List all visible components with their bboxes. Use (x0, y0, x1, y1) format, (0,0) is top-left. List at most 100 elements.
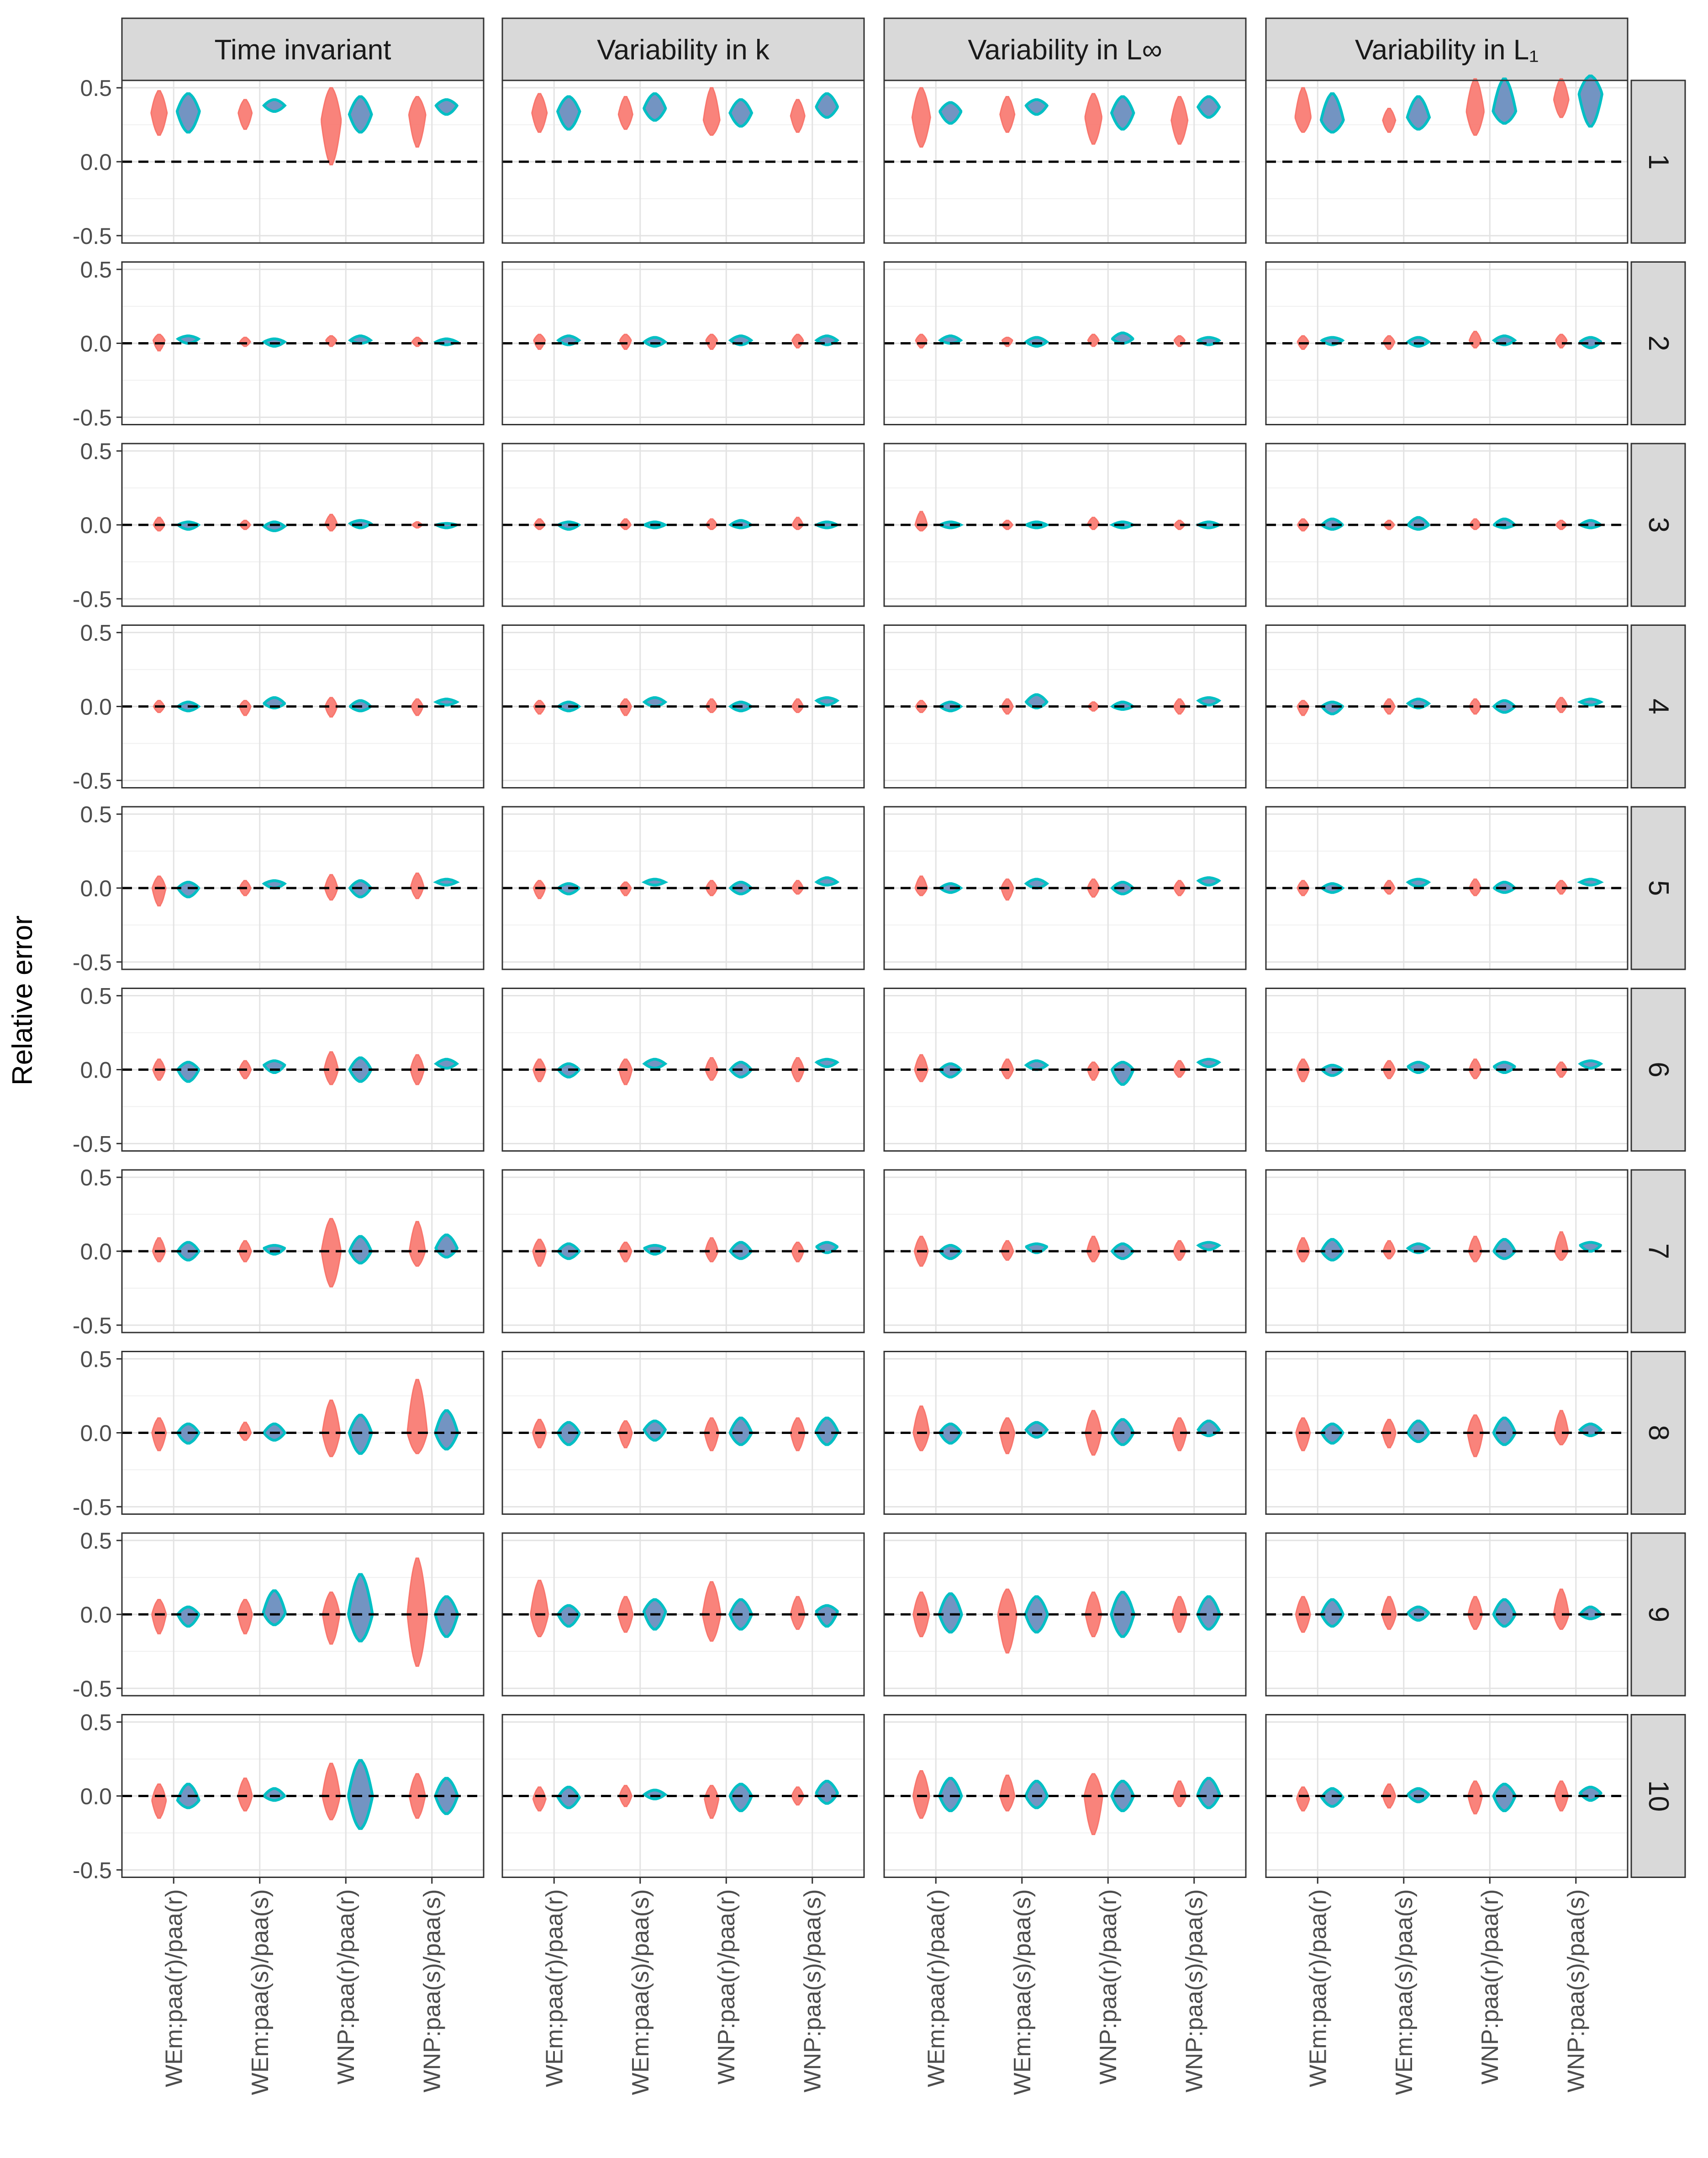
column-strip-label: Variability in L∞ (968, 34, 1162, 66)
row-strip (1630, 806, 1686, 970)
violin-red (1086, 1061, 1100, 1081)
violin-red (705, 1057, 719, 1081)
column-strip (1265, 17, 1629, 81)
violin-red (791, 698, 804, 713)
column-strip-label: Time invariant (214, 34, 391, 66)
y-tick-label: 0.5 (80, 620, 112, 646)
violin-red (324, 513, 338, 532)
violin-red (791, 1242, 805, 1263)
row-strip-label: 3 (1643, 517, 1674, 533)
y-axis-title: Relative error (7, 915, 38, 1085)
violin-red (237, 1599, 253, 1634)
violin-teal (262, 520, 287, 532)
panel-border (501, 261, 865, 425)
panel (501, 261, 865, 425)
violin-teal (642, 696, 668, 708)
row-strip-label: 4 (1643, 698, 1674, 714)
violin-teal (1577, 878, 1604, 887)
violin-red (705, 333, 718, 350)
y-tick-label: 0.0 (80, 331, 112, 357)
violin-teal (1577, 74, 1603, 128)
violin-red (914, 875, 928, 896)
violin-red (912, 1770, 930, 1819)
violin-teal (347, 1759, 374, 1830)
panel-border (501, 624, 865, 788)
x-tick-label: WNP:paa(r)/paa(r) (713, 1889, 740, 2085)
violin-red (997, 1588, 1017, 1654)
violin-teal (1492, 1782, 1517, 1812)
violin-red (1467, 1596, 1483, 1630)
row-strip-label: 6 (1643, 1062, 1674, 1077)
violin-teal (815, 1780, 839, 1805)
violin-teal (1320, 1787, 1345, 1808)
panel (883, 1351, 1247, 1515)
violin-red (1554, 1780, 1569, 1812)
panel (883, 1714, 1247, 1878)
column-strip (121, 17, 485, 81)
panel-border (1265, 261, 1629, 425)
violin-teal (1110, 95, 1135, 131)
violin-teal (434, 1595, 459, 1638)
y-tick-label: 0.5 (80, 1165, 112, 1190)
violin-red (151, 1417, 167, 1451)
panel (1265, 1532, 1629, 1697)
violin-red (1467, 1780, 1483, 1814)
panel (121, 1714, 485, 1878)
violin-teal (1578, 1059, 1603, 1070)
violin-red (791, 1786, 805, 1806)
y-tick-label: 0.0 (80, 1239, 112, 1264)
violin-teal (348, 95, 373, 134)
panel-border (501, 443, 865, 607)
violin-red (618, 1420, 633, 1449)
violin-teal (1579, 336, 1602, 349)
y-tick-label: 0.5 (80, 1347, 112, 1372)
violin-teal (1196, 1058, 1222, 1068)
violin-teal (1406, 95, 1431, 131)
y-tick-label: 0.0 (80, 149, 112, 175)
row-strip (1630, 261, 1686, 425)
panel-border (883, 988, 1247, 1152)
violin-red (1555, 519, 1567, 530)
panel-border (883, 79, 1247, 244)
violin-red (1001, 878, 1014, 901)
violin-red (324, 697, 338, 718)
violin-red (321, 87, 342, 165)
panel-border (121, 1714, 485, 1878)
violin-teal (434, 1777, 459, 1815)
violin-red (1173, 1060, 1186, 1078)
violin-red (1173, 519, 1186, 530)
panel (1265, 1351, 1629, 1515)
violin-teal (643, 1244, 666, 1256)
violin-red (411, 698, 424, 716)
x-tick-label: WNP:paa(r)/paa(r) (1477, 1889, 1503, 2085)
violin-red (1295, 1417, 1311, 1451)
violin-red (701, 1581, 722, 1642)
violin-teal (176, 1605, 200, 1628)
violin-teal (1407, 1061, 1430, 1074)
panel-border (1265, 806, 1629, 970)
violin-teal (1493, 1061, 1516, 1074)
violin-red (911, 87, 931, 148)
x-tick-label: WEm:paa(s)/paa(s) (627, 1889, 654, 2095)
violin-teal (434, 1409, 459, 1451)
panel-border (883, 806, 1247, 970)
panel-border (1265, 1169, 1629, 1333)
panel-border (883, 1714, 1247, 1878)
violin-red (1170, 96, 1189, 145)
panel-border (883, 443, 1247, 607)
x-tick-label: WNP:paa(s)/paa(s) (1563, 1889, 1590, 2093)
violin-red (790, 99, 806, 133)
violin-red (999, 1417, 1016, 1455)
violin-red (706, 518, 718, 530)
panel (121, 1351, 485, 1515)
row-strip-label: 8 (1643, 1425, 1674, 1440)
panel-border (883, 1351, 1247, 1515)
violin-teal (938, 1777, 963, 1812)
violin-red (790, 1417, 806, 1451)
violin-red (410, 1054, 425, 1085)
y-tick-label: 0.5 (80, 257, 112, 283)
panel-border (1265, 1532, 1629, 1697)
violin-teal (815, 1604, 839, 1628)
violin-red (1172, 1780, 1187, 1807)
